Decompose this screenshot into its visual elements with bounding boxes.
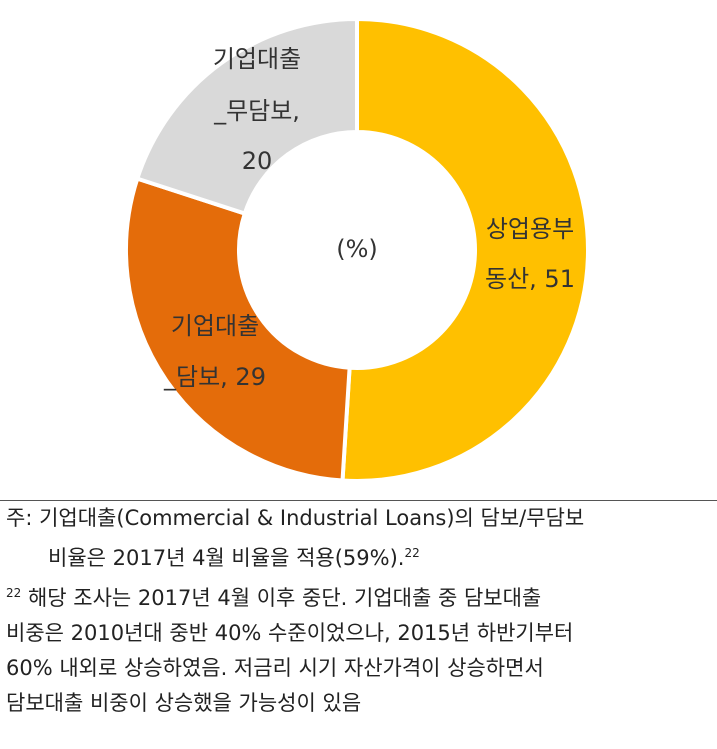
donut-slice	[134, 16, 359, 217]
data-label: 상업용부	[486, 215, 574, 243]
footnote-line: 60% 내외로 상승하였음. 저금리 시기 자산가격이 상승하면서	[0, 651, 717, 686]
center-label: (%)	[336, 235, 378, 263]
data-label: 20	[242, 147, 273, 175]
data-label: 기업대출	[171, 312, 259, 340]
footnote-text: 60% 내외로 상승하였음. 저금리 시기 자산가격이 상승하면서	[6, 656, 544, 680]
note-line: 주: 기업대출(Commercial & Industrial Loans)의 …	[0, 501, 717, 536]
note-line: 비율은 2017년 4월 비율을 적용(59%).22	[0, 536, 717, 576]
note-text: 기업대출(Commercial & Industrial Loans)의 담보/…	[39, 506, 585, 530]
note-ref: 22	[404, 546, 420, 560]
donut-slice	[124, 176, 352, 483]
data-label: 동산, 51	[485, 265, 575, 293]
footnote-text: 담보대출 비중이 상승했을 가능성이 있음	[6, 691, 362, 715]
donut-slice	[340, 16, 590, 483]
data-label: 기업대출	[213, 45, 301, 73]
footnote-line: 담보대출 비중이 상승했을 가능성이 있음	[0, 686, 717, 721]
note-text: 비율은 2017년 4월 비율을 적용(59%).	[48, 546, 405, 570]
data-label: _무담보,	[213, 97, 300, 125]
footnote-line: 비중은 2010년대 중반 40% 수준이었으나, 2015년 하반기부터	[0, 616, 717, 651]
notes: 주: 기업대출(Commercial & Industrial Loans)의 …	[0, 500, 717, 721]
footnote-ref: 22	[6, 586, 22, 600]
footnote-text: 해당 조사는 2017년 4월 이후 중단. 기업대출 중 담보대출	[27, 586, 542, 610]
data-label: _담보, 29	[163, 363, 266, 391]
footnote-text: 비중은 2010년대 중반 40% 수준이었으나, 2015년 하반기부터	[6, 621, 574, 645]
footnote-line: 22 해당 조사는 2017년 4월 이후 중단. 기업대출 중 담보대출	[0, 576, 717, 616]
note-label: 주:	[6, 506, 33, 530]
